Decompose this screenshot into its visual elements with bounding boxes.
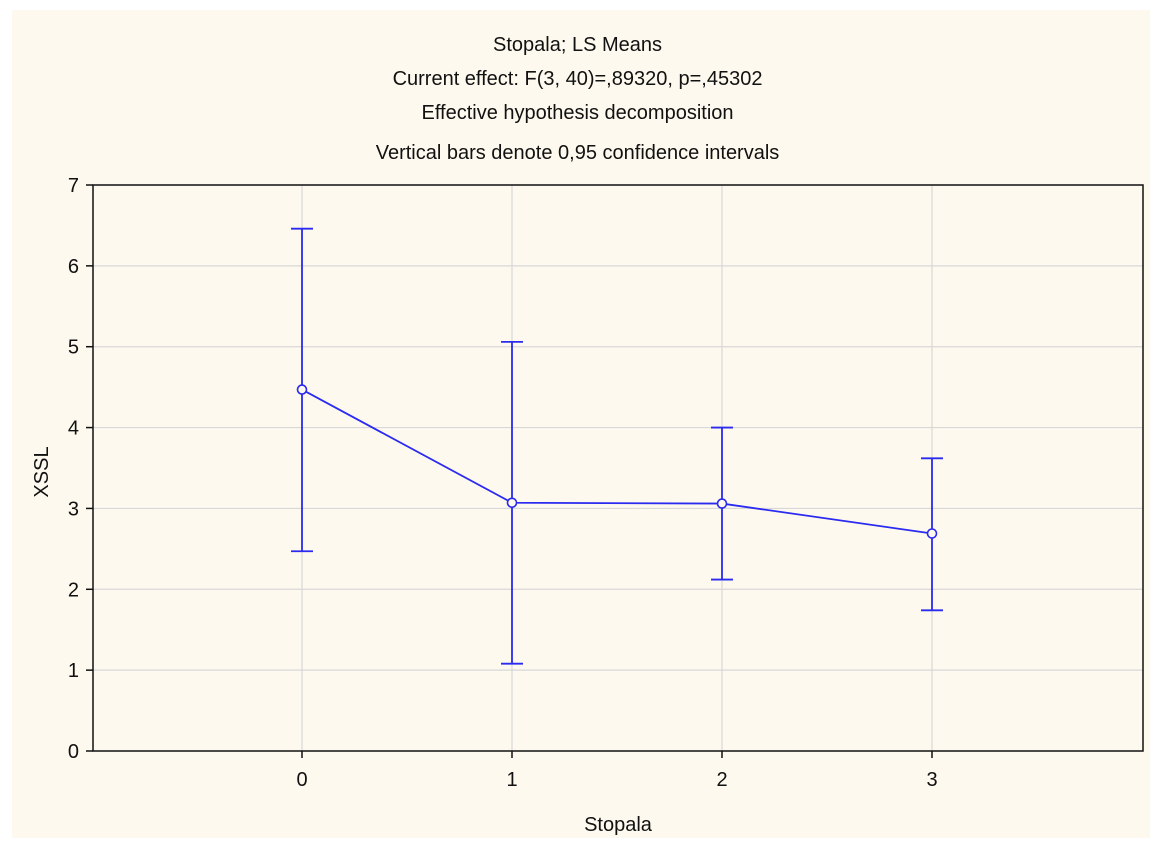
mean-point	[296, 384, 308, 395]
mean-point	[506, 497, 518, 509]
x-tick-label: 3	[926, 769, 937, 791]
y-tick-label: 6	[68, 256, 79, 278]
chart-subtitle-decomposition: Effective hypothesis decomposition	[421, 102, 734, 124]
y-tick-label: 0	[68, 741, 79, 763]
chart-panel	[12, 10, 1150, 838]
x-axis-label: Stopala	[584, 814, 653, 836]
series-layer	[291, 227, 943, 665]
chart-title: Stopala; LS Means	[493, 34, 662, 56]
x-tick-label: 2	[716, 769, 727, 791]
x-tick-label: 0	[296, 769, 307, 791]
mean-point	[926, 528, 938, 539]
y-axis-label: XSSL	[31, 446, 53, 497]
y-tick-label: 2	[68, 579, 79, 601]
x-tick-label: 1	[506, 769, 517, 791]
ticks-layer: 0 1 2 3 4 5 6 7 0 1 2 3	[68, 175, 938, 791]
means-line	[301, 388, 933, 535]
y-tick-label: 5	[68, 337, 79, 359]
y-tick-label: 7	[68, 175, 79, 197]
chart-subtitle-effect: Current effect: F(3, 40)=,89320, p=,4530…	[392, 68, 763, 90]
mean-point	[716, 498, 728, 509]
y-tick-label: 4	[68, 418, 79, 440]
plot-area-frame	[92, 184, 1144, 752]
y-tick-label: 1	[68, 660, 79, 682]
grid-layer	[93, 185, 1143, 751]
chart-subtitle-confidence: Vertical bars denote 0,95 confidence int…	[375, 142, 780, 164]
y-tick-label: 3	[68, 498, 79, 520]
